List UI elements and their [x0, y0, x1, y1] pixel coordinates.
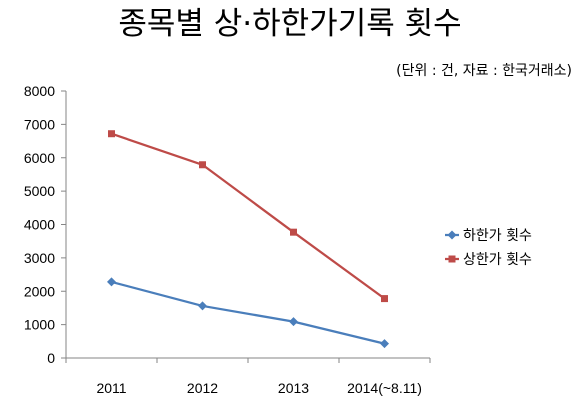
data-point	[199, 161, 206, 169]
data-point	[108, 130, 115, 138]
data-point	[289, 317, 298, 327]
y-tick-label: 5000	[24, 183, 55, 199]
y-tick-label: 3000	[24, 250, 55, 266]
y-tick-label: 8000	[24, 83, 55, 99]
series-line	[111, 280, 385, 345]
chart-subtitle: (단위 : 건, 자료 : 한국거래소)	[396, 63, 572, 79]
y-tick-label: 2000	[24, 283, 55, 299]
legend-item: 상한가 횟수	[445, 252, 532, 268]
axes-layer: 0 1000 2000 3000 4000 5000 6000 7000 8000 2011 201…	[24, 83, 431, 396]
y-tick-label: 0	[47, 350, 55, 366]
y-tick-label: 7000	[24, 116, 55, 132]
y-tick-label: 6000	[24, 150, 55, 166]
legend-marker	[447, 230, 457, 240]
legend-label: 하한가 횟수	[463, 228, 532, 244]
x-tick-label: 2013	[278, 380, 309, 396]
data-point	[290, 228, 297, 236]
y-tick-label: 1000	[24, 317, 55, 333]
series-2	[108, 130, 388, 303]
x-tick-label: 2014(~8.11)	[347, 380, 422, 396]
series-line	[111, 132, 386, 300]
series-1	[107, 277, 389, 349]
legend-label: 상한가 횟수	[463, 252, 532, 268]
series-layer	[107, 130, 389, 349]
x-tick-label: 2011	[96, 380, 126, 396]
data-point	[198, 301, 207, 311]
data-point	[380, 339, 389, 349]
data-point	[381, 295, 388, 303]
legend-item: 하한가 횟수	[445, 228, 532, 244]
x-tick-label: 2012	[187, 380, 218, 396]
legend-marker	[448, 255, 456, 263]
data-point	[107, 277, 116, 287]
chart-title: 종목별 상·하한가기록 횟수	[118, 6, 462, 42]
y-tick-label: 4000	[24, 217, 55, 233]
